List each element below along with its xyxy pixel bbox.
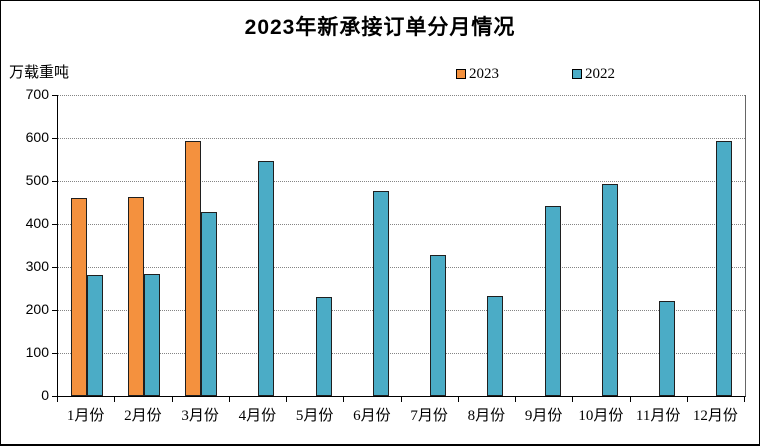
bar-2022-2月份 [143, 274, 160, 396]
bar-2023-1月份 [70, 198, 87, 396]
y-tick-100 [52, 353, 57, 354]
gridline-200 [58, 310, 745, 311]
x-tick-7 [457, 397, 459, 402]
y-tick-400 [52, 224, 57, 225]
x-tick-2 [171, 397, 173, 402]
bar-2022-4月份 [258, 160, 275, 396]
y-tick-label-0: 0 [41, 387, 49, 403]
y-tick-label-400: 400 [25, 215, 49, 231]
y-tick-label-600: 600 [25, 129, 49, 145]
legend-item-2023: 2023 [456, 65, 499, 83]
x-tick-label-7月份: 7月份 [410, 408, 448, 424]
x-tick-10 [629, 397, 631, 402]
bar-2022-10月份 [601, 184, 618, 396]
x-tick-label-12月份: 12月份 [692, 408, 738, 424]
x-tick-label-11月份: 11月份 [635, 408, 681, 424]
x-tick-label-3月份: 3月份 [181, 408, 219, 424]
x-tick-label-9月份: 9月份 [524, 408, 563, 424]
y-tick-0 [52, 396, 57, 397]
y-axis-unit-label: 万载重吨 [9, 65, 70, 81]
bar-2022-7月份 [430, 255, 447, 396]
bar-2023-2月份 [127, 197, 144, 396]
bar-2022-5月份 [315, 297, 332, 396]
bar-2022-6月份 [372, 190, 389, 396]
x-tick-4 [286, 397, 287, 402]
gridline-400 [58, 224, 745, 225]
gridline-500 [58, 181, 745, 182]
bar-2022-12月份 [716, 141, 733, 396]
x-tick-label-2月份: 2月份 [124, 408, 162, 424]
x-tick-label-5月份: 5月份 [295, 408, 334, 424]
legend-label-2023: 2023 [469, 65, 499, 82]
x-tick-3 [228, 397, 230, 402]
chart-title: 2023年新承接订单分月情况 [244, 16, 516, 39]
x-tick-5 [343, 397, 345, 402]
legend-label-2022: 2022 [585, 65, 615, 82]
bar-2022-1月份 [86, 275, 103, 396]
y-tick-label-300: 300 [25, 258, 49, 274]
x-tick-0 [57, 397, 58, 402]
y-tick-300 [52, 267, 57, 268]
bar-2022-9月份 [544, 206, 561, 396]
x-tick-12 [744, 397, 745, 402]
plot-area [57, 95, 746, 397]
x-tick-1 [114, 397, 116, 402]
y-tick-label-200: 200 [25, 301, 49, 317]
y-tick-600 [52, 138, 57, 139]
legend-swatch-2023 [456, 69, 466, 79]
x-tick-6 [400, 397, 402, 402]
y-tick-500 [52, 181, 57, 182]
gridline-300 [58, 267, 745, 268]
bar-2022-3月份 [201, 211, 218, 396]
gridline-600 [58, 138, 745, 139]
gridline-700 [58, 95, 745, 96]
bar-2022-11月份 [659, 301, 676, 396]
x-tick-label-1月份: 1月份 [66, 408, 105, 424]
y-tick-700 [52, 95, 57, 96]
gridline-100 [58, 353, 745, 354]
x-tick-8 [515, 397, 516, 402]
bar-2023-3月份 [185, 141, 202, 396]
y-tick-label-700: 700 [25, 86, 49, 102]
x-tick-label-10月份: 10月份 [578, 408, 624, 424]
x-tick-label-6月份: 6月份 [353, 408, 391, 424]
y-tick-200 [52, 310, 57, 311]
y-tick-label-100: 100 [25, 344, 49, 360]
legend-item-2022: 2022 [572, 65, 615, 83]
x-tick-label-4月份: 4月份 [238, 408, 277, 424]
x-tick-9 [572, 397, 574, 402]
x-tick-label-8月份: 8月份 [467, 408, 506, 424]
x-tick-11 [686, 397, 688, 402]
y-tick-label-500: 500 [25, 172, 49, 188]
legend-swatch-2022 [572, 69, 582, 79]
bar-2022-8月份 [487, 296, 504, 396]
